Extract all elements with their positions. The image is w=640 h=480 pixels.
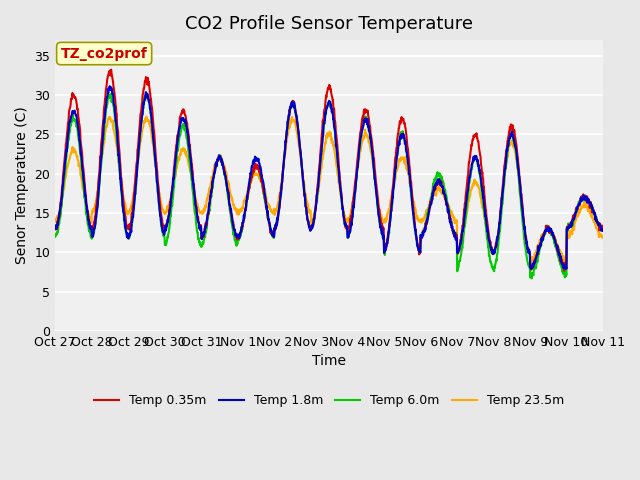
Line: Temp 6.0m: Temp 6.0m bbox=[55, 94, 603, 278]
Title: CO2 Profile Sensor Temperature: CO2 Profile Sensor Temperature bbox=[185, 15, 473, 33]
Temp 1.8m bbox=[599, 228, 607, 234]
Temp 0.35m bbox=[305, 224, 313, 229]
Temp 23.5m bbox=[364, 134, 371, 140]
Temp 23.5m bbox=[527, 261, 535, 266]
Temp 6.0m bbox=[51, 234, 59, 240]
Temp 6.0m bbox=[364, 118, 371, 123]
Temp 6.0m bbox=[284, 121, 292, 127]
Temp 0.35m bbox=[284, 118, 292, 124]
Temp 1.8m bbox=[563, 266, 570, 272]
Text: TZ_co2prof: TZ_co2prof bbox=[61, 47, 147, 60]
Temp 0.35m bbox=[296, 139, 303, 145]
Temp 6.0m bbox=[116, 177, 124, 182]
Temp 6.0m bbox=[107, 91, 115, 97]
Temp 0.35m bbox=[561, 268, 568, 274]
Temp 1.8m bbox=[106, 84, 113, 89]
Temp 23.5m bbox=[599, 233, 607, 239]
Temp 1.8m bbox=[116, 176, 124, 182]
Temp 1.8m bbox=[284, 119, 292, 125]
Temp 0.35m bbox=[116, 161, 124, 167]
Temp 0.35m bbox=[108, 67, 115, 72]
Y-axis label: Senor Temperature (C): Senor Temperature (C) bbox=[15, 107, 29, 264]
Temp 0.35m bbox=[599, 228, 607, 234]
Line: Temp 1.8m: Temp 1.8m bbox=[55, 86, 603, 269]
Temp 6.0m bbox=[305, 225, 313, 230]
Temp 23.5m bbox=[116, 170, 124, 176]
Temp 6.0m bbox=[296, 136, 303, 142]
Temp 0.35m bbox=[364, 109, 371, 115]
Temp 23.5m bbox=[94, 188, 102, 193]
Temp 1.8m bbox=[364, 121, 371, 127]
Temp 23.5m bbox=[143, 114, 150, 120]
Temp 6.0m bbox=[599, 226, 607, 231]
Temp 23.5m bbox=[305, 209, 313, 215]
Temp 1.8m bbox=[94, 203, 102, 208]
X-axis label: Time: Time bbox=[312, 354, 346, 368]
Temp 0.35m bbox=[94, 189, 102, 195]
Temp 1.8m bbox=[296, 138, 303, 144]
Line: Temp 23.5m: Temp 23.5m bbox=[55, 117, 603, 264]
Temp 1.8m bbox=[305, 224, 313, 230]
Temp 1.8m bbox=[51, 224, 59, 229]
Temp 6.0m bbox=[528, 276, 536, 281]
Line: Temp 0.35m: Temp 0.35m bbox=[55, 70, 603, 271]
Temp 0.35m bbox=[51, 223, 59, 229]
Temp 23.5m bbox=[296, 145, 303, 151]
Legend: Temp 0.35m, Temp 1.8m, Temp 6.0m, Temp 23.5m: Temp 0.35m, Temp 1.8m, Temp 6.0m, Temp 2… bbox=[89, 389, 570, 412]
Temp 23.5m bbox=[51, 219, 59, 225]
Temp 23.5m bbox=[284, 132, 292, 137]
Temp 6.0m bbox=[94, 201, 102, 206]
Bar bbox=[55, 40, 603, 331]
